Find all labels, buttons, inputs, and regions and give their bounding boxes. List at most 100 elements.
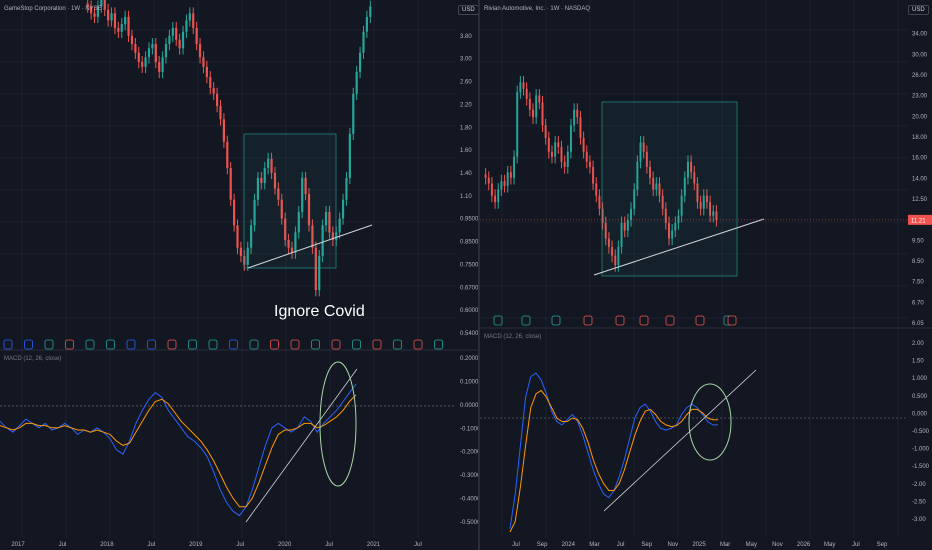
candle-body[interactable] [541, 102, 544, 126]
candle-body[interactable] [120, 24, 123, 32]
candle-body[interactable] [617, 246, 620, 266]
candle-body[interactable] [96, 6, 100, 17]
candle-body[interactable] [664, 208, 667, 223]
candle-body[interactable] [598, 195, 601, 209]
event-marker[interactable] [188, 339, 197, 350]
signal-line[interactable] [0, 394, 357, 508]
event-marker[interactable] [106, 339, 115, 350]
candle-body[interactable] [690, 161, 693, 173]
rivn-currency-badge[interactable]: USD [908, 5, 929, 15]
candle-body[interactable] [164, 43, 168, 58]
candle-body[interactable] [519, 82, 522, 93]
candle-body[interactable] [649, 166, 651, 178]
event-marker[interactable] [372, 339, 382, 350]
candle-body[interactable] [205, 66, 208, 78]
candle-body[interactable] [260, 177, 263, 184]
candle-body[interactable] [107, 9, 110, 21]
candle-body[interactable] [630, 208, 633, 221]
candle-body[interactable] [633, 189, 636, 209]
candle-body[interactable] [144, 57, 147, 67]
candle-body[interactable] [369, 6, 372, 17]
candle-body[interactable] [557, 142, 560, 148]
gme-chart-canvas[interactable]: 4.203.803.002.602.201.801.601.401.100.95… [0, 0, 478, 550]
signal-line[interactable] [509, 389, 718, 533]
candle-body[interactable] [607, 238, 610, 247]
macd-highlight-circle[interactable] [319, 361, 357, 487]
event-marker[interactable] [126, 339, 136, 350]
candle-body[interactable] [686, 161, 689, 178]
candle-body[interactable] [503, 181, 506, 186]
event-marker[interactable] [290, 339, 300, 350]
candle-body[interactable] [500, 181, 503, 190]
candle-body[interactable] [239, 247, 243, 256]
candle-body[interactable] [345, 177, 348, 200]
candle-body[interactable] [124, 16, 127, 25]
candle-body[interactable] [314, 247, 317, 291]
candle-body[interactable] [229, 168, 232, 200]
candle-body[interactable] [677, 215, 680, 223]
candle-body[interactable] [611, 246, 614, 256]
event-marker[interactable] [147, 339, 156, 350]
candle-body[interactable] [130, 35, 134, 44]
last-price-tag[interactable] [908, 214, 932, 225]
candle-body[interactable] [658, 183, 661, 196]
event-marker[interactable] [665, 315, 675, 326]
macd-line[interactable] [509, 372, 718, 529]
candle-body[interactable] [620, 222, 623, 247]
event-marker[interactable] [695, 315, 705, 326]
candle-body[interactable] [233, 199, 236, 226]
candle-body[interactable] [709, 202, 712, 216]
candle-body[interactable] [490, 183, 493, 196]
candle-body[interactable] [243, 255, 246, 265]
candle-body[interactable] [263, 168, 266, 184]
candle-body[interactable] [297, 212, 300, 233]
event-marker[interactable] [434, 339, 443, 350]
candle-body[interactable] [362, 31, 365, 53]
candle-body[interactable] [209, 77, 212, 88]
candle-body[interactable] [509, 172, 512, 178]
candle-body[interactable] [192, 13, 195, 28]
candle-body[interactable] [338, 218, 341, 233]
candle-body[interactable] [680, 195, 683, 216]
candle-body[interactable] [141, 62, 144, 67]
candle-body[interactable] [137, 52, 140, 63]
candle-body[interactable] [93, 13, 96, 17]
candle-body[interactable] [321, 225, 324, 256]
candle-body[interactable] [127, 16, 130, 36]
candle-body[interactable] [585, 151, 588, 162]
candle-body[interactable] [655, 183, 658, 190]
event-marker[interactable] [311, 339, 320, 350]
candle-body[interactable] [544, 125, 547, 139]
candle-body[interactable] [318, 255, 321, 291]
event-marker[interactable] [727, 315, 737, 326]
candle-body[interactable] [494, 195, 497, 203]
candle-body[interactable] [267, 158, 270, 169]
candle-body[interactable] [563, 161, 566, 167]
candle-body[interactable] [365, 16, 368, 32]
candle-body[interactable] [668, 222, 670, 239]
candle-body[interactable] [195, 27, 198, 44]
candle-body[interactable] [560, 147, 563, 162]
candle-body[interactable] [117, 27, 120, 32]
candle-body[interactable] [171, 27, 174, 36]
event-marker[interactable] [249, 339, 259, 350]
candle-body[interactable] [522, 82, 525, 89]
candle-body[interactable] [582, 138, 585, 152]
candle-body[interactable] [280, 199, 283, 219]
candle-body[interactable] [614, 255, 617, 266]
event-marker[interactable] [208, 339, 218, 350]
candle-body[interactable] [355, 71, 358, 94]
candle-body[interactable] [198, 43, 202, 58]
candle-body[interactable] [487, 177, 490, 184]
candle-body[interactable] [151, 43, 154, 49]
candle-body[interactable] [110, 13, 113, 21]
candle-body[interactable] [569, 125, 572, 152]
event-marker[interactable] [65, 339, 74, 350]
candle-body[interactable] [535, 95, 538, 118]
candle-body[interactable] [226, 141, 229, 169]
macd-highlight-circle[interactable] [688, 383, 732, 461]
candle-body[interactable] [601, 208, 604, 223]
candle-body[interactable] [86, 3, 89, 7]
candle-body[interactable] [246, 247, 249, 265]
candle-body[interactable] [699, 202, 702, 209]
